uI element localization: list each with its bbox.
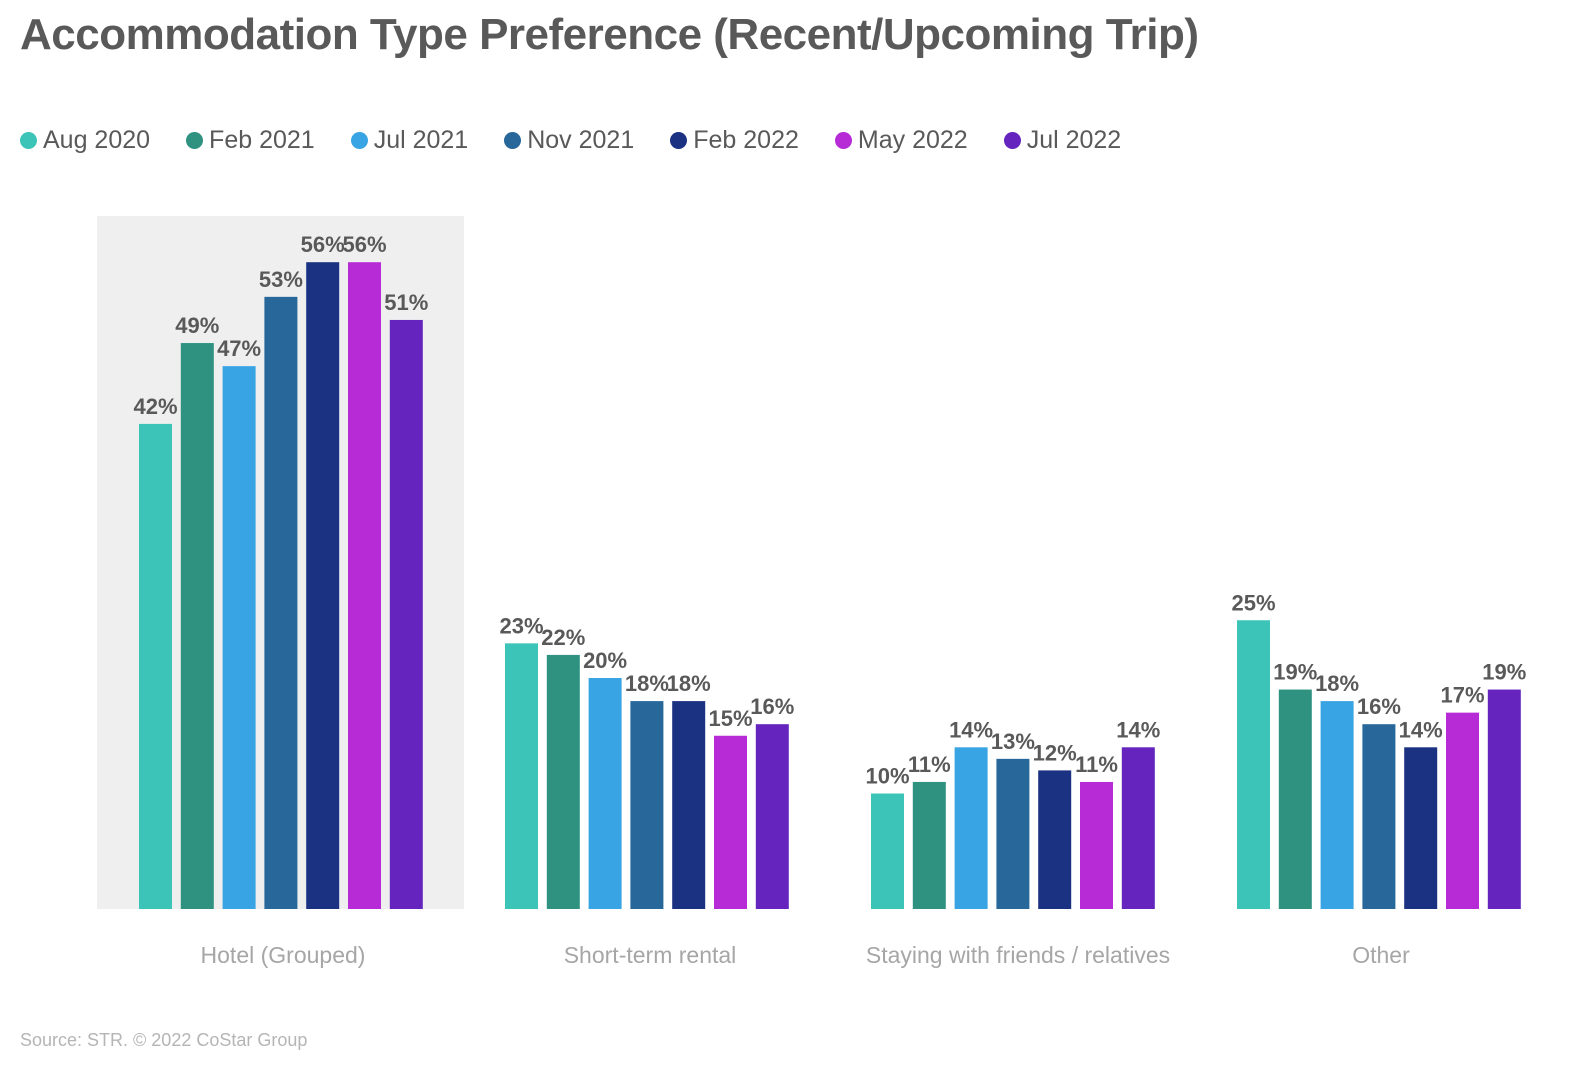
bar [1446,712,1479,909]
legend-label: Nov 2021 [527,125,635,154]
legend-swatch [1003,131,1021,149]
bar [222,366,256,909]
data-label: 47% [217,336,261,361]
legend-swatch [186,131,204,149]
data-label: 12% [1033,740,1077,765]
legend-item: Nov 2021 [504,126,634,155]
bar-chart: 42%49%47%53%56%56%51%Hotel (Grouped)23%2… [97,216,1526,968]
bar [348,262,381,909]
category-label: Other [1352,942,1410,968]
data-label: 16% [1357,694,1401,719]
data-label: 51% [384,290,428,315]
legend-label: Feb 2021 [209,125,315,154]
data-label: 22% [541,625,585,650]
bar [1362,724,1396,909]
bar [630,701,664,909]
bar [306,262,340,909]
legend-swatch [350,131,368,149]
legend-swatch [20,131,37,149]
bar [1080,781,1113,909]
bar [264,296,298,910]
chart-title: Accommodation Type Preference (Recent/Up… [20,10,1199,59]
bar [672,701,706,909]
category-label: Staying with friends / relatives [866,942,1170,968]
legend-swatch [504,131,522,149]
data-label: 20% [583,648,627,673]
data-label: 18% [1315,671,1359,696]
category-label: Short-term rental [564,942,737,968]
legend-swatch [834,131,852,149]
legend-item: Feb 2022 [670,126,799,155]
legend-swatch [670,131,688,149]
bar [1320,701,1354,909]
legend-item: Feb 2021 [186,126,315,155]
bar [912,781,946,909]
bar [1237,620,1270,909]
data-label: 14% [949,717,993,742]
legend-item: Jul 2021 [350,125,469,155]
data-label: 18% [667,671,711,696]
data-label: 53% [259,267,303,292]
bar [1487,689,1521,909]
legend-label: Jul 2021 [373,125,469,154]
data-label: 49% [175,313,219,338]
bar [180,343,214,909]
data-label: 19% [1482,660,1526,685]
data-label: 25% [1231,590,1275,615]
bar [1038,770,1072,909]
data-label: 11% [908,752,951,777]
bar [996,758,1030,909]
legend-item: Aug 2020 [20,126,150,155]
bar [1404,747,1438,909]
bar [714,735,747,909]
data-label: 56% [301,232,345,257]
legend-label: Aug 2020 [43,125,151,154]
legend: Aug 2020 Feb 2021 Jul 2021 Nov 2021 Feb 2022… [20,123,1157,157]
data-label: 11% [1075,752,1118,777]
data-label: 13% [991,729,1035,754]
bar [546,654,580,909]
data-label: 18% [625,671,669,696]
legend-label: Feb 2022 [693,125,799,154]
data-label: 10% [865,764,909,789]
data-label: 14% [1116,717,1160,742]
data-label: 42% [133,394,177,419]
data-label: 23% [499,613,543,638]
bar [755,724,789,909]
data-label: 56% [342,232,386,257]
bar [954,747,988,909]
bar [505,643,538,909]
legend-item: Jul 2022 [1003,125,1122,155]
source-note: Source: STR. © 2022 CoStar Group [20,1030,308,1050]
bar [871,793,904,909]
legend-item: May 2022 [834,125,968,155]
bar [588,678,622,909]
data-label: 14% [1399,717,1443,742]
bar [139,423,172,909]
bar [389,319,423,909]
category-label: Hotel (Grouped) [201,942,366,968]
legend-label: May 2022 [857,125,968,154]
data-label: 16% [750,694,794,719]
legend-label: Jul 2022 [1026,125,1122,154]
data-label: 15% [708,706,752,731]
bar [1278,689,1312,909]
bar [1121,747,1155,909]
data-label: 19% [1273,660,1317,685]
data-label: 17% [1440,683,1484,708]
